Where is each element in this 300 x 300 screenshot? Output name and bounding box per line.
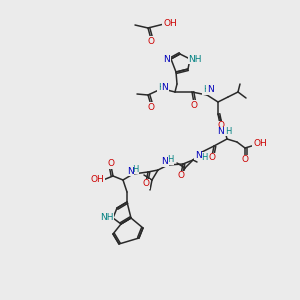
Text: NH: NH	[188, 55, 202, 64]
Text: NH: NH	[100, 214, 114, 223]
Text: H: H	[132, 164, 138, 173]
Text: O: O	[148, 37, 154, 46]
Text: O: O	[148, 103, 154, 112]
Text: N: N	[207, 85, 213, 94]
Text: H: H	[167, 155, 173, 164]
Text: O: O	[208, 154, 215, 163]
Text: H: H	[225, 127, 231, 136]
Text: O: O	[190, 100, 197, 109]
Text: N: N	[164, 55, 170, 64]
Text: OH: OH	[90, 176, 104, 184]
Text: H: H	[158, 82, 164, 91]
Text: H: H	[201, 152, 207, 161]
Text: N: N	[127, 167, 134, 176]
Text: H: H	[203, 85, 209, 94]
Text: N: N	[162, 158, 168, 166]
Text: O: O	[178, 172, 184, 181]
Text: OH: OH	[163, 19, 177, 28]
Text: O: O	[242, 155, 248, 164]
Text: N: N	[218, 128, 224, 136]
Text: O: O	[142, 179, 149, 188]
Text: O: O	[218, 122, 224, 130]
Text: N: N	[195, 151, 201, 160]
Text: N: N	[162, 82, 168, 91]
Text: OH: OH	[253, 140, 267, 148]
Text: O: O	[107, 160, 115, 169]
